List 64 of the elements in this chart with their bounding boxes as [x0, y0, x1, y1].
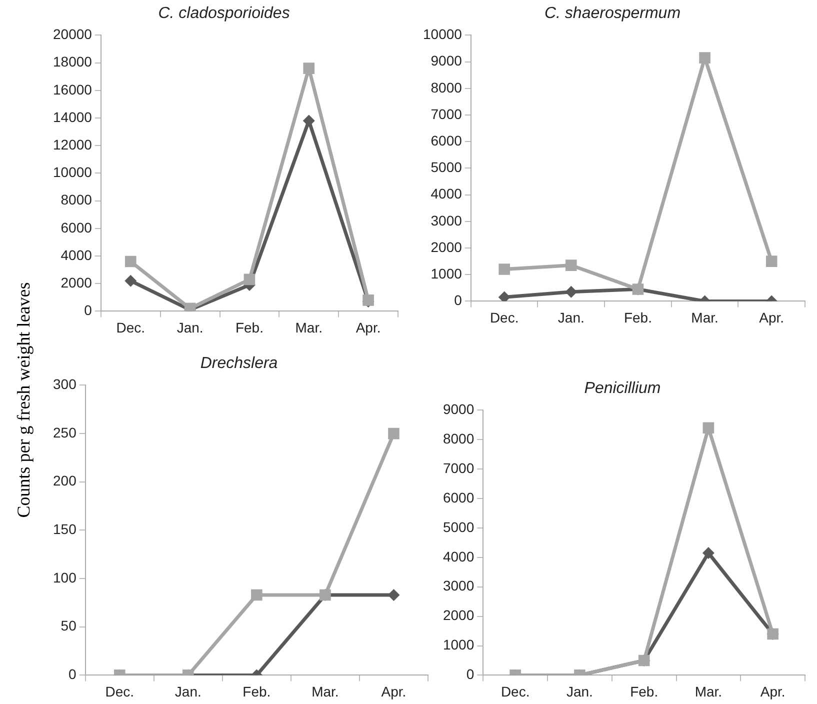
- y-tick-label: 8000: [60, 192, 92, 208]
- y-tick-label: 0: [454, 292, 462, 308]
- y-tick-label: 200: [53, 472, 77, 489]
- y-tick-label: 150: [53, 521, 77, 538]
- y-tick-label: 10000: [52, 164, 92, 180]
- x-tick-label: Mar.: [312, 683, 339, 700]
- x-tick-label: Feb.: [630, 683, 658, 700]
- y-tick-label: 5000: [442, 518, 474, 535]
- y-tick-label: 3000: [442, 578, 474, 594]
- chart-title: Drechslera: [200, 355, 278, 372]
- y-tick-label: 12000: [52, 136, 92, 152]
- x-tick-label: Dec.: [105, 683, 134, 700]
- y-tick-label: 8000: [430, 79, 462, 96]
- x-tick-label: Jan.: [558, 309, 584, 326]
- x-tick-label: Feb.: [624, 309, 652, 326]
- x-tick-label: Apr.: [356, 319, 381, 336]
- y-tick-label: 50: [60, 618, 77, 634]
- y-tick-label: 5000: [430, 159, 462, 176]
- y-tick-label: 1000: [430, 265, 462, 282]
- y-tick-label: 7000: [442, 460, 474, 476]
- x-tick-label: Jan.: [566, 683, 593, 700]
- y-tick-label: 7000: [430, 106, 462, 122]
- x-tick-label: Apr.: [760, 683, 786, 700]
- x-tick-label: Feb.: [235, 319, 264, 336]
- y-tick-label: 16000: [52, 81, 92, 98]
- chart-title: Penicillium: [584, 380, 661, 398]
- y-tick-label: 0: [68, 666, 77, 682]
- y-tick-label: 14000: [52, 108, 92, 125]
- y-tick-label: 2000: [430, 238, 462, 255]
- y-tick-label: 100: [53, 569, 77, 586]
- y-tick-label: 3000: [430, 212, 462, 228]
- y-tick-label: 4000: [430, 186, 462, 202]
- y-tick-label: 8000: [442, 430, 474, 447]
- y-tick-label: 6000: [430, 132, 462, 148]
- y-tick-label: 300: [53, 376, 77, 392]
- y-tick-label: 6000: [442, 489, 474, 506]
- x-tick-label: Feb.: [242, 683, 271, 700]
- y-tick-label: 250: [53, 424, 77, 440]
- x-tick-label: Apr.: [759, 309, 784, 326]
- y-axis-title: Counts per g fresh weight leaves: [14, 282, 34, 518]
- y-tick-label: 1000: [442, 636, 474, 653]
- y-tick-label: 4000: [60, 246, 92, 263]
- chart-title: C. shaerospermum: [544, 5, 681, 22]
- x-tick-label: Dec.: [116, 319, 146, 336]
- y-tick-label: 10000: [422, 26, 462, 42]
- chart-title: C. cladosporioides: [158, 5, 290, 22]
- y-tick-label: 20000: [52, 26, 92, 42]
- y-tick-label: 2000: [442, 607, 474, 624]
- y-tick-label: 0: [84, 302, 92, 318]
- y-tick-label: 4000: [442, 548, 474, 564]
- x-tick-label: Apr.: [381, 683, 406, 700]
- x-tick-label: Dec.: [500, 683, 530, 700]
- y-tick-label: 9000: [442, 401, 474, 418]
- y-tick-label: 0: [466, 666, 474, 682]
- y-tick-label: 18000: [52, 54, 92, 70]
- x-tick-label: Mar.: [295, 319, 322, 336]
- y-tick-label: 9000: [430, 52, 462, 69]
- x-tick-label: Jan.: [176, 319, 204, 336]
- y-tick-label: 6000: [60, 219, 92, 236]
- x-tick-label: Dec.: [490, 309, 519, 326]
- x-tick-label: Mar.: [691, 309, 718, 326]
- x-tick-label: Mar.: [694, 683, 722, 700]
- y-tick-label: 2000: [60, 274, 92, 290]
- x-tick-label: Jan.: [174, 683, 202, 700]
